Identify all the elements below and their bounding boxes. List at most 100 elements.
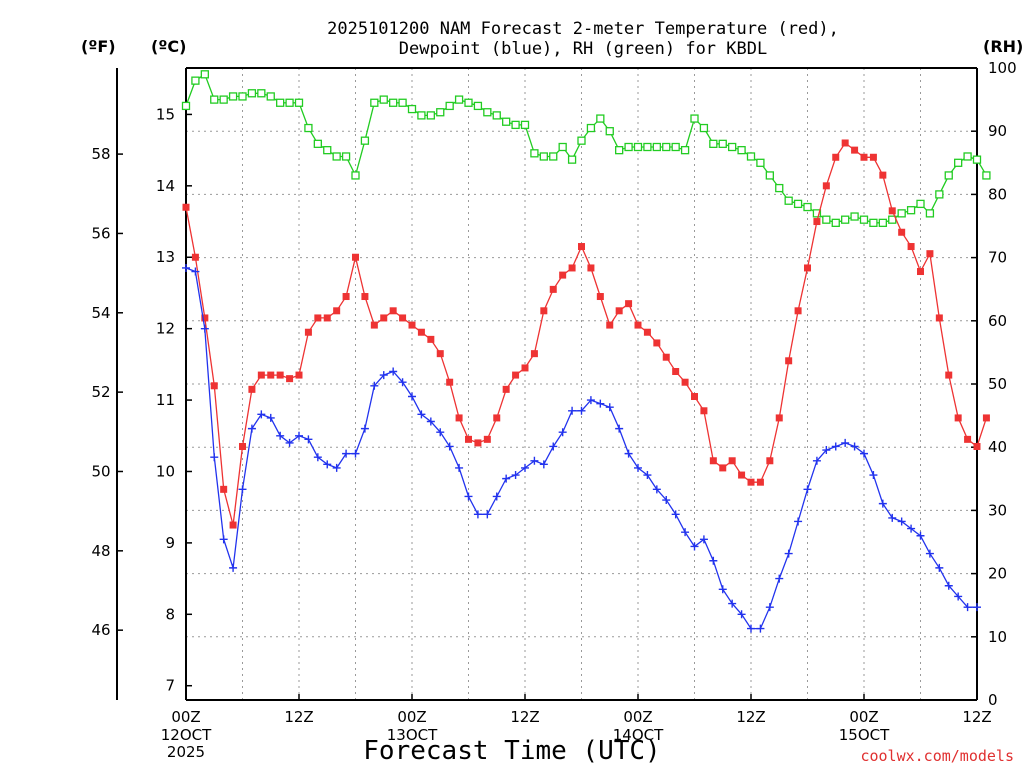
dewpoint-point [728,599,737,608]
rh-point [351,171,360,180]
temperature-point [775,414,783,422]
dewpoint-point [445,442,454,451]
rh-line [185,73,987,224]
fahrenheit-tick-label: 52 [91,383,110,401]
credit-text: coolwx.com/models [860,747,1014,765]
rh-point [398,98,407,107]
rh-point [389,98,398,107]
rh-point [982,171,991,180]
dewpoint-point [822,446,831,455]
dewpoint-point [473,510,482,519]
rh-tick-label: 60 [988,312,1007,330]
rh-series [181,70,991,227]
rh-point [765,171,774,180]
temperature-point [907,243,915,251]
rh-tick-label: 0 [988,691,998,709]
fahrenheit-tick-label: 54 [91,304,110,322]
dewpoint-point [718,585,727,594]
rh-point [586,123,596,133]
celsius-tick-label: 10 [156,462,175,480]
dewpoint-point [850,442,859,451]
rh-point [332,152,341,161]
fahrenheit-unit-label: (ºF) [81,37,116,56]
rh-point [210,95,219,104]
temperature-point [229,521,237,529]
temperature-point [446,378,454,386]
dewpoint-point [229,563,238,572]
temperature-point [794,307,802,315]
temperature-point [747,478,755,486]
dewpoint-point [973,603,981,612]
rh-point [502,117,511,126]
temperature-point [540,307,548,315]
dewpoint-point [295,431,303,440]
temperature-point [530,350,538,358]
dewpoint-point [925,549,934,558]
dewpoint-point [389,367,398,376]
dewpoint-point [671,510,680,519]
temperature-series [182,139,990,529]
temperature-point [549,285,557,293]
temperature-point [455,414,463,422]
dewpoint-point [370,381,379,390]
rh-point [238,92,247,101]
rh-point [520,120,530,130]
rh-point [285,98,294,107]
rh-point [793,199,803,209]
dewpoint-point [483,510,492,519]
temperature-point [389,307,397,315]
celsius-tick-label: 12 [156,320,175,338]
temperature-point [370,321,378,329]
temperature-point [719,464,727,472]
x-tick-date-label: 15OCT [839,726,890,744]
rh-point [859,215,869,224]
temperature-point [662,353,670,361]
rh-point [954,158,963,167]
temperature-point [643,328,651,336]
rh-point [652,142,661,152]
rh-tick-label: 80 [988,185,1007,203]
rh-point [379,95,388,104]
dewpoint-point [200,324,209,333]
dewpoint-point [765,603,774,612]
rh-point [728,142,737,152]
rh-point [370,98,379,107]
dewpoint-point [775,574,784,583]
dewpoint-point [408,392,416,401]
rh-point [445,101,454,111]
x-tick-label: 00Z [397,708,426,726]
temperature-point [408,321,416,329]
rh-tick-label: 20 [988,565,1007,583]
dewpoint-point [784,549,793,558]
rh-point [963,152,972,161]
dewpoint-point [219,535,228,544]
rh-point [228,92,238,101]
dewpoint-point [860,449,868,458]
dewpoint-point [502,474,511,483]
axes: 7 8 9 10 11 12 13 14 15 46 48 50 52 54 56 58 0 10 20 30 40 50… [91,59,1016,709]
dewpoint-point [266,413,275,422]
rh-point [436,108,445,117]
temperature-point [483,435,491,443]
rh-point [530,149,539,158]
rh-point [191,76,200,85]
temperature-point [417,328,425,336]
dewpoint-point [794,517,803,526]
rh-tick-label: 50 [988,375,1007,393]
temperature-point [304,328,312,336]
temperature-point [860,153,868,161]
rh-tick-label: 90 [988,122,1007,140]
rh-point [897,209,906,218]
dewpoint-point [285,438,294,447]
rh-point [276,98,285,107]
title-block: 2025101200 NAM Forecast 2-meter Temperat… [327,19,839,59]
rh-point [294,98,304,107]
celsius-tick-label: 11 [156,391,175,409]
gridlines [186,68,977,700]
dewpoint-point [615,424,624,433]
dewpoint-point [436,428,445,437]
rh-point [643,142,652,152]
dewpoint-point [831,442,840,451]
celsius-tick-label: 14 [156,177,175,195]
temperature-point [239,442,246,450]
